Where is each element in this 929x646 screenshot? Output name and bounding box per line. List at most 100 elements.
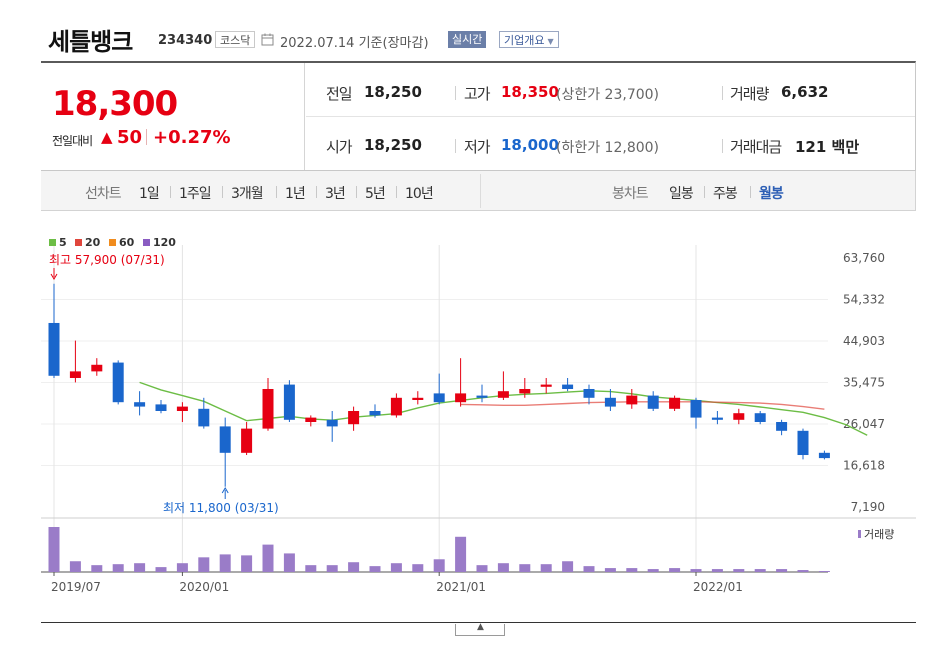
volume-bar (262, 544, 274, 572)
legend-label: 20 (85, 236, 101, 249)
candle-body (647, 395, 659, 409)
candle-monthly[interactable]: 월봉 (759, 186, 784, 202)
volume-bar (155, 567, 167, 572)
candle-body (626, 395, 638, 405)
chart-bottom-border (41, 622, 916, 623)
candle-body (433, 393, 445, 403)
legend-label: 5 (59, 236, 67, 249)
period-3m[interactable]: 3개월 (231, 186, 264, 202)
volume-bar (690, 569, 702, 572)
low-marker-arrow (221, 487, 229, 494)
candle-body (540, 384, 552, 387)
volume-bar (433, 559, 445, 572)
candle-body (198, 408, 210, 427)
quote-divider (722, 86, 723, 100)
legend-swatch (143, 239, 150, 246)
candle-body (91, 364, 103, 372)
legend-swatch (75, 239, 82, 246)
period-sep (276, 186, 277, 198)
volume-bar (241, 555, 253, 572)
candle-body (326, 419, 338, 427)
quote-date-value: 2022.07.14 (280, 36, 355, 51)
candle-body (604, 397, 616, 407)
period-sep (396, 186, 397, 198)
volume-bar (305, 565, 317, 572)
change-label: 전일대비 (52, 134, 93, 148)
low-label: 저가 (464, 138, 491, 156)
candle-body (134, 402, 146, 407)
volume-bar (733, 569, 745, 572)
candle-body (412, 397, 424, 400)
period-1w[interactable]: 1주일 (179, 186, 212, 202)
volume-bar (326, 565, 338, 572)
candle-body (348, 411, 360, 425)
volume-bar (412, 564, 424, 572)
stock-title: 세틀뱅크 (48, 28, 133, 56)
price-cell (41, 63, 305, 170)
volume-bar (91, 565, 103, 572)
volume-bar (476, 565, 488, 572)
y-tick-label: 7,190 (851, 500, 885, 514)
company-overview-label: 기업개요 (504, 34, 545, 47)
chevron-down-icon: ▼ (547, 37, 554, 46)
chevron-up-icon: ▲ (477, 622, 484, 632)
candle-body (241, 428, 253, 453)
volume-bar (540, 564, 552, 572)
volume-bar (626, 568, 638, 572)
quote-panel (41, 61, 916, 171)
period-1d[interactable]: 1일 (139, 186, 160, 202)
amount-label: 거래대금 (730, 138, 782, 156)
prev-close-label: 전일 (326, 85, 353, 103)
collapse-button[interactable]: ▲ (455, 622, 505, 636)
y-tick-label: 16,618 (843, 459, 885, 473)
volume-bar (176, 563, 188, 572)
y-tick-label: 35,475 (843, 376, 885, 390)
ma-line-20 (460, 401, 825, 410)
legend-swatch (109, 239, 116, 246)
high-marker-arrow (50, 273, 58, 280)
x-tick-label: 2020/01 (179, 580, 229, 594)
up-arrow-icon: ▲ (101, 128, 113, 146)
volume-bar (776, 569, 788, 572)
x-tick-label: 2022/01 (693, 580, 743, 594)
period-10y[interactable]: 10년 (405, 186, 434, 202)
candle-body (112, 362, 124, 403)
high-annotation: 최고 57,900 (07/31) (49, 253, 165, 267)
quote-date-note: 기준(장마감) (358, 36, 429, 51)
candle-body (733, 413, 745, 420)
candle-body (69, 371, 81, 378)
x-tick-label: 2019/07 (51, 580, 101, 594)
period-sep (704, 186, 705, 198)
period-sep (170, 186, 171, 198)
candle-body (369, 411, 381, 416)
candle-body (305, 417, 317, 423)
quote-row-divider (306, 116, 915, 117)
candle-daily[interactable]: 일봉 (669, 186, 694, 202)
period-3y[interactable]: 3년 (325, 186, 346, 202)
volume-legend-label: 거래량 (864, 528, 894, 541)
low-value: 18,000 (501, 136, 559, 154)
candle-body (262, 388, 274, 429)
volume-bar (198, 557, 210, 572)
period-bar (41, 171, 916, 211)
volume-bar (369, 566, 381, 572)
candle-body (669, 397, 681, 409)
legend-label: 120 (153, 236, 176, 249)
candle-body (455, 393, 467, 403)
realtime-button[interactable]: 실시간 (448, 31, 487, 48)
volume-bar (390, 563, 402, 572)
candle-body (797, 430, 809, 456)
open-value: 18,250 (364, 136, 422, 154)
candle-body (390, 397, 402, 416)
volume-bar (497, 563, 509, 572)
volume-bar (818, 571, 830, 572)
company-overview-dropdown[interactable]: 기업개요 ▼ (499, 31, 559, 48)
candle-weekly[interactable]: 주봉 (713, 186, 738, 202)
period-5y[interactable]: 5년 (365, 186, 386, 202)
candle-body (562, 384, 574, 389)
period-divider (480, 174, 481, 208)
volume-bar (48, 527, 60, 572)
x-tick-label: 2021/01 (436, 580, 486, 594)
period-1y[interactable]: 1년 (285, 186, 306, 202)
